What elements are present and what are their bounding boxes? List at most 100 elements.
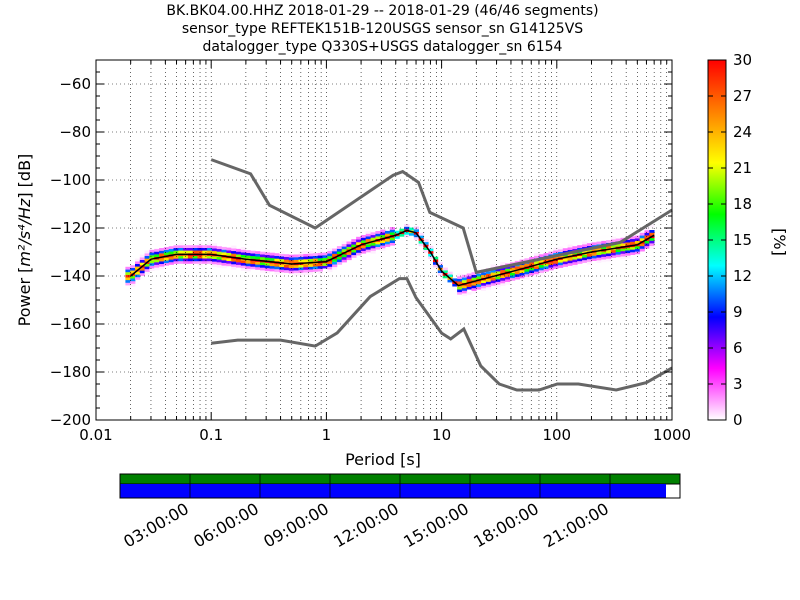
heatmap-cell: [327, 261, 333, 265]
heatmap-cell: [360, 256, 367, 259]
heatmap-cell: [216, 248, 222, 252]
heatmap-cell: [404, 224, 410, 227]
heatmap-cell: [245, 263, 251, 267]
heatmap-cell: [553, 250, 559, 254]
heatmap-cell: [144, 250, 150, 254]
heatmap-cell: [457, 281, 463, 285]
heatmap-cell: [485, 281, 492, 285]
heatmap-cell: [231, 248, 237, 252]
heatmap-cell: [154, 251, 160, 255]
heatmap-cell: [216, 246, 222, 250]
heatmap-cell: [476, 294, 482, 298]
heatmap-cell: [553, 263, 559, 267]
heatmap-cell: [149, 255, 155, 258]
heatmap-cell: [226, 271, 232, 275]
heatmap-cell: [601, 235, 607, 239]
heatmap-cell: [606, 258, 612, 262]
heatmap-cell: [197, 263, 203, 267]
heatmap-cell: [534, 268, 540, 272]
heatmap-cell: [139, 267, 145, 271]
heatmap-cell: [505, 281, 511, 285]
heatmap-cell: [327, 250, 333, 254]
heatmap-cell: [154, 243, 160, 247]
heatmap-cell: [596, 254, 602, 258]
heatmap-cell: [601, 256, 607, 260]
heatmap-cell: [163, 249, 170, 253]
heatmap-cell: [428, 256, 434, 260]
heatmap-cell: [572, 238, 578, 242]
heatmap-cell: [495, 279, 501, 282]
heatmap-cell: [375, 233, 381, 237]
heatmap-cell: [485, 289, 492, 293]
heatmap-cell: [500, 280, 506, 284]
heatmap-cell: [519, 264, 525, 268]
heatmap-cell: [514, 266, 520, 269]
heatmap-cell: [620, 251, 626, 254]
heatmap-cell: [625, 255, 631, 259]
heatmap-cell: [336, 267, 343, 270]
heatmap-cell: [471, 293, 477, 297]
heatmap-cell: [577, 255, 583, 259]
heatmap-cell: [317, 271, 323, 275]
heatmap-cell: [236, 259, 242, 263]
heatmap-cell: [380, 234, 386, 238]
heatmap-cell: [572, 262, 578, 265]
heatmap-cell: [529, 267, 535, 271]
heatmap-cell: [192, 250, 198, 254]
heatmap-cell: [130, 283, 136, 287]
heatmap-cell: [356, 239, 362, 243]
heatmap-cell: [447, 279, 453, 283]
heatmap-cell: [500, 262, 506, 265]
heatmap-cell: [500, 267, 506, 271]
y-axis-label-suffix: ] [dB]: [15, 154, 34, 199]
heatmap-cell: [269, 244, 275, 248]
heatmap-cell: [466, 278, 472, 282]
y-tick-label: −100: [50, 171, 91, 189]
heatmap-cell: [360, 237, 367, 241]
heatmap-cell: [466, 265, 472, 269]
colorbar-tick-label: 0: [733, 411, 743, 429]
heatmap-cell: [471, 274, 477, 278]
heatmap-cell: [202, 247, 208, 251]
heatmap-cell: [461, 293, 468, 297]
heatmap-cell: [437, 270, 443, 273]
heatmap-cell: [543, 258, 549, 261]
heatmap-cell: [625, 242, 631, 246]
heatmap-cell: [505, 276, 511, 280]
heatmap-cell: [149, 268, 155, 272]
heatmap-cell: [625, 229, 631, 232]
heatmap-cell: [216, 264, 222, 268]
heatmap-cell: [524, 258, 530, 262]
heatmap-cell: [423, 241, 429, 245]
heatmap-cell: [500, 283, 506, 286]
heatmap-cell: [615, 243, 621, 247]
heatmap-cell: [428, 245, 434, 249]
heatmap-cell: [274, 263, 280, 267]
heatmap-cell: [308, 256, 314, 259]
heatmap-cell: [351, 239, 357, 242]
heatmap-cell: [279, 251, 285, 254]
heatmap-cell: [389, 219, 395, 222]
heatmap-cell: [601, 254, 607, 257]
heatmap-cell: [168, 251, 174, 255]
heatmap-cell: [562, 264, 568, 267]
heatmap-cell: [346, 241, 352, 245]
heatmap-cell: [519, 280, 525, 284]
heatmap-cell: [389, 248, 395, 251]
heatmap-cell: [183, 268, 189, 272]
heatmap-cell: [269, 255, 275, 259]
heatmap-cell: [125, 280, 131, 283]
colorbar-tick-label: 6: [733, 339, 743, 357]
heatmap-cell: [264, 252, 270, 255]
y-tick-label: −80: [59, 123, 91, 141]
heatmap-cell: [409, 232, 415, 236]
heatmap-cell: [125, 282, 131, 286]
heatmap-cell: [365, 246, 371, 250]
heatmap-cell: [187, 245, 194, 248]
heatmap-cell: [279, 277, 285, 281]
heatmap-cell: [279, 245, 285, 249]
heatmap-cell: [346, 254, 352, 258]
heatmap-cell: [178, 258, 184, 262]
heatmap-cell: [183, 247, 189, 251]
heatmap-cell: [264, 270, 270, 274]
